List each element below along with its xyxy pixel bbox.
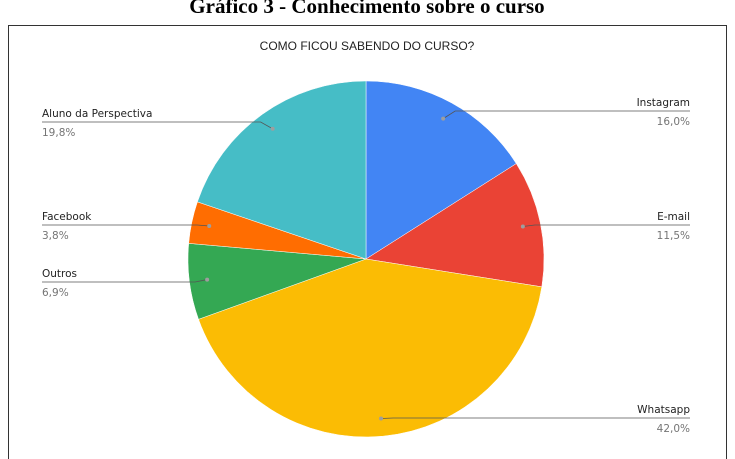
leader-line bbox=[42, 279, 208, 283]
slice-value: 6,9% bbox=[42, 287, 69, 299]
pie-slice bbox=[197, 80, 367, 260]
slice-value: 19,8% bbox=[42, 127, 75, 139]
slice-label: Facebook bbox=[42, 211, 92, 223]
leader-dot bbox=[520, 224, 525, 229]
slice-value: 16,0% bbox=[657, 116, 690, 128]
slice-value: 11,5% bbox=[657, 230, 690, 242]
slice-value: 42,0% bbox=[657, 423, 690, 435]
leader-dot bbox=[207, 224, 212, 229]
pie-slice bbox=[365, 80, 517, 260]
caption: Gráfico 3 - Conhecimento sobre o curso bbox=[189, 0, 544, 18]
slice-value: 3,8% bbox=[42, 230, 69, 242]
leader-dot bbox=[270, 126, 275, 131]
pie-slice bbox=[198, 258, 543, 438]
pie-slice bbox=[365, 163, 545, 288]
leader-dot bbox=[379, 416, 384, 421]
leader-line bbox=[442, 110, 690, 119]
leader-line bbox=[42, 224, 210, 227]
leader-dot bbox=[205, 277, 210, 282]
slice-label: Aluno da Perspectiva bbox=[42, 108, 152, 120]
chart-title: COMO FICOU SABENDO DO CURSO? bbox=[260, 39, 475, 53]
slice-label: Whatsapp bbox=[637, 404, 690, 416]
slice-label: Instagram bbox=[637, 97, 690, 109]
slice-label: Outros bbox=[42, 268, 77, 280]
leader-dot bbox=[441, 116, 446, 121]
leader-line bbox=[522, 224, 690, 227]
leader-line bbox=[42, 121, 273, 130]
slice-label: E-mail bbox=[657, 211, 690, 223]
